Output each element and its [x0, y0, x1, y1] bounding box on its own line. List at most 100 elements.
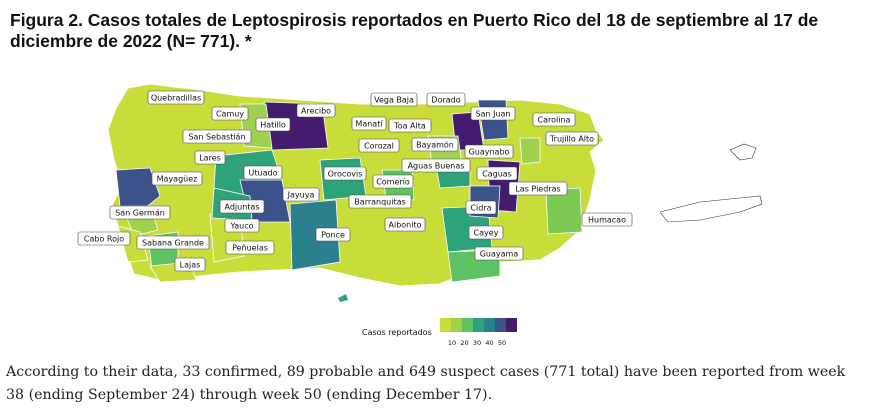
svg-text:Vega Baja: Vega Baja — [374, 96, 414, 105]
legend-swatch — [473, 318, 484, 332]
label-san-german: San Germán — [109, 205, 171, 220]
svg-text:Lajas: Lajas — [180, 261, 201, 270]
label-utuado: Utuado — [243, 165, 283, 180]
label-comerio: Comerío — [372, 174, 414, 189]
label-dorado: Dorado — [426, 92, 466, 107]
svg-text:Comerío: Comerío — [376, 178, 410, 187]
legend-swatch — [506, 318, 517, 332]
legend-tick-label: 50 — [498, 339, 506, 347]
legend-tick-label: 40 — [485, 339, 493, 347]
legend-tick-label: 30 — [473, 339, 481, 347]
svg-text:Yauco: Yauco — [229, 222, 253, 231]
region-humacao — [545, 187, 583, 235]
svg-text:Carolina: Carolina — [538, 116, 571, 125]
label-san-juan: San Juan — [470, 106, 516, 121]
label-trujillo-alto: Trujillo Alto — [545, 131, 599, 146]
region-trujillo-alto — [519, 137, 541, 165]
svg-text:Caguas: Caguas — [482, 170, 512, 179]
vieques-island — [659, 195, 763, 223]
label-carolina: Carolina — [532, 112, 576, 127]
label-lares: Lares — [194, 150, 226, 165]
label-camuy: Camuy — [211, 106, 249, 121]
svg-text:Hatillo: Hatillo — [260, 121, 286, 130]
svg-text:Las Piedras: Las Piedras — [515, 185, 560, 194]
label-manati: Manatí — [351, 116, 387, 131]
svg-text:Cabo Rojo: Cabo Rojo — [84, 235, 124, 244]
svg-text:Lares: Lares — [199, 154, 221, 163]
legend-title: Casos reportados — [362, 328, 432, 337]
svg-text:Orocovis: Orocovis — [328, 170, 363, 179]
svg-text:Peñuelas: Peñuelas — [232, 244, 268, 253]
legend-swatch — [484, 318, 495, 332]
label-barranquitas: Barranquitas — [348, 194, 412, 209]
svg-text:Trujillo Alto: Trujillo Alto — [549, 135, 594, 144]
caption-text: According to their data, 33 confirmed, 8… — [6, 364, 846, 403]
svg-text:Humacao: Humacao — [588, 216, 626, 225]
svg-text:Arecibo: Arecibo — [301, 107, 331, 116]
label-san-sebastian: San Sebastián — [182, 129, 252, 144]
svg-text:San Germán: San Germán — [115, 209, 165, 218]
label-guayama: Guayama — [474, 246, 524, 261]
svg-text:Adjuntas: Adjuntas — [225, 203, 260, 212]
svg-text:Toa Alta: Toa Alta — [393, 122, 426, 131]
svg-text:San Sebastián: San Sebastián — [188, 133, 245, 142]
municipality-labels: Quebradillas Camuy Arecibo Vega Baja Dor… — [77, 90, 633, 272]
label-bayamon: Bayamón — [411, 137, 459, 152]
svg-text:San Juan: San Juan — [476, 110, 511, 119]
label-ponce: Ponce — [315, 227, 351, 242]
label-guaynabo: Guaynabo — [464, 144, 514, 159]
svg-text:Aibonito: Aibonito — [389, 221, 422, 230]
label-hatillo: Hatillo — [255, 117, 291, 132]
label-humacao: Humacao — [581, 212, 633, 227]
svg-text:Barranquitas: Barranquitas — [354, 198, 405, 207]
label-corozal: Corozal — [358, 138, 400, 153]
figure-title: Figura 2. Casos totales de Leptospirosis… — [10, 10, 819, 51]
legend-swatch — [451, 318, 462, 332]
svg-text:Corozal: Corozal — [364, 142, 394, 151]
svg-text:Cidra: Cidra — [470, 204, 491, 213]
legend-tick-label: 20 — [460, 339, 468, 347]
label-penuelas: Peñuelas — [225, 240, 275, 255]
label-cabo-rojo: Cabo Rojo — [77, 231, 131, 246]
svg-text:Ponce: Ponce — [321, 231, 345, 240]
label-lajas: Lajas — [174, 257, 206, 272]
puerto-rico-map: Quebradillas Camuy Arecibo Vega Baja Dor… — [77, 83, 763, 347]
culebra-island — [729, 143, 757, 161]
label-yauco: Yauco — [224, 218, 260, 233]
svg-text:Utuado: Utuado — [249, 169, 278, 178]
label-aibonito: Aibonito — [384, 217, 426, 232]
label-jayuya: Jayuya — [282, 187, 320, 202]
label-adjuntas: Adjuntas — [219, 199, 265, 214]
mona-island — [338, 294, 348, 302]
svg-text:Quebradillas: Quebradillas — [151, 94, 201, 103]
legend: Casos reportados 10 20 30 40 50 — [362, 318, 517, 347]
svg-text:Bayamón: Bayamón — [416, 140, 454, 150]
svg-text:Cayey: Cayey — [474, 229, 499, 238]
label-cayey: Cayey — [468, 225, 504, 240]
label-mayaguez: Mayagüez — [151, 171, 203, 186]
label-orocovis: Orocovis — [323, 166, 367, 181]
legend-swatch — [440, 318, 451, 332]
label-vega-baja: Vega Baja — [370, 92, 418, 107]
legend-ticks: 10 20 30 40 50 — [448, 339, 506, 347]
legend-colorbar — [440, 318, 517, 332]
label-toa-alta: Toa Alta — [388, 118, 432, 133]
label-las-piedras: Las Piedras — [508, 181, 568, 196]
label-quebradillas: Quebradillas — [147, 90, 205, 105]
svg-text:Mayagüez: Mayagüez — [157, 175, 198, 184]
svg-text:Manatí: Manatí — [355, 120, 383, 129]
region-mayaguez — [115, 167, 161, 213]
svg-text:Guayama: Guayama — [480, 250, 519, 259]
svg-text:Guaynabo: Guaynabo — [469, 148, 510, 157]
svg-text:Camuy: Camuy — [216, 110, 244, 119]
label-sabana-grande: Sabana Grande — [136, 235, 210, 250]
legend-swatch — [462, 318, 473, 332]
svg-text:Dorado: Dorado — [431, 96, 460, 105]
label-caguas: Caguas — [476, 166, 518, 181]
label-aguas-buenas: Aguas Buenas — [401, 158, 471, 173]
svg-text:Jayuya: Jayuya — [287, 191, 315, 200]
region-ponce — [289, 199, 341, 271]
legend-swatch — [495, 318, 506, 332]
label-arecibo: Arecibo — [296, 103, 336, 118]
legend-tick-label: 10 — [448, 339, 456, 347]
